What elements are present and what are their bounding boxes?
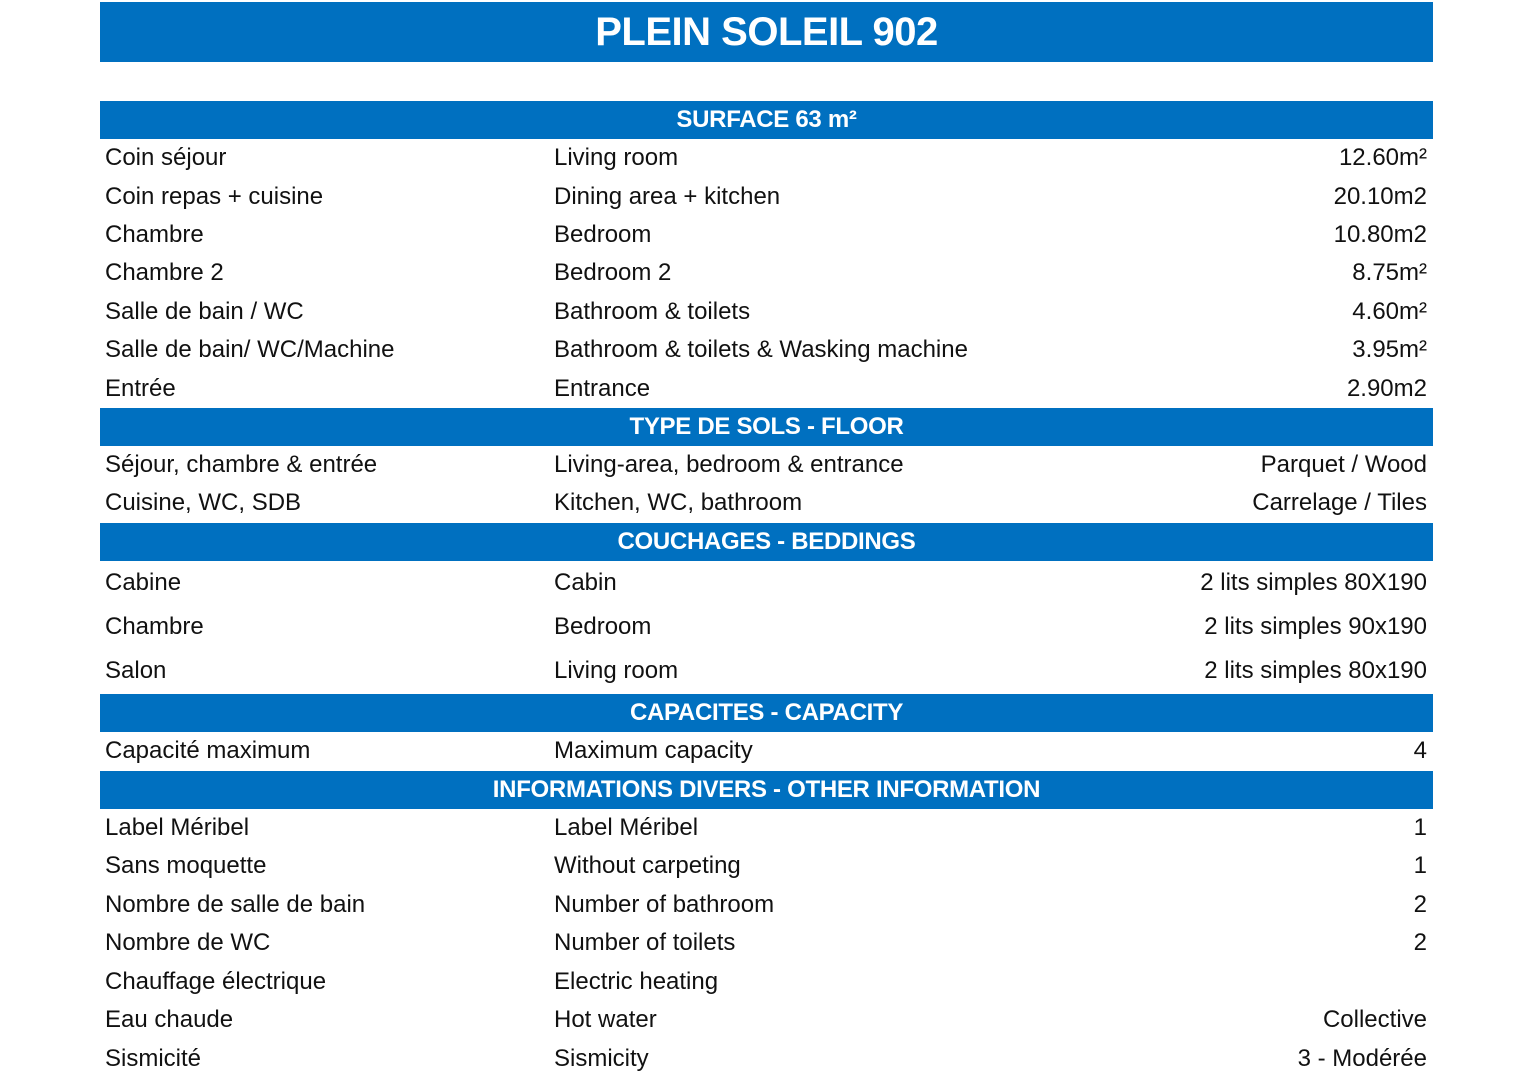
label-en: Living room <box>554 144 679 172</box>
value: 2 <box>1413 890 1427 918</box>
label-en: Number of toilets <box>554 929 736 957</box>
label-fr: Eau chaude <box>105 1006 234 1034</box>
section: CAPACITES - CAPACITY Capacité maximum Maxi… <box>100 693 1433 771</box>
label-en: Hot water <box>554 1006 657 1034</box>
label-en: Bathroom & toilets <box>554 297 751 325</box>
table-row: Label Méribel Label Méribel 1 <box>100 809 1433 848</box>
label-fr: Chambre <box>105 220 204 248</box>
label-fr: Coin séjour <box>105 144 227 172</box>
label-fr: Séjour, chambre & entrée <box>105 450 378 478</box>
value: 2 lits simples 80x190 <box>1204 657 1427 685</box>
value: 10.80m2 <box>1333 220 1427 248</box>
table-row: Chambre 2 Bedroom 2 8.75m² <box>100 254 1433 292</box>
section: SURFACE 63 m² Coin séjour Living room 12.60… <box>100 101 1433 408</box>
label-fr: Salon <box>105 657 167 685</box>
label-en: Cabin <box>554 568 617 596</box>
label-fr: Chambre 2 <box>105 259 224 287</box>
label-en: Bedroom <box>554 220 652 248</box>
label-en: Bedroom 2 <box>554 259 672 287</box>
label-fr: Cuisine, WC, SDB <box>105 489 302 517</box>
table-row: Salle de bain / WC Bathroom & toilets 4.60… <box>100 293 1433 331</box>
label-fr: Chambre <box>105 613 204 641</box>
table-row: Coin repas + cuisine Dining area + kitche… <box>100 177 1433 215</box>
section-header: SURFACE 63 m² <box>100 101 1433 139</box>
label-en: Living-area, bedroom & entrance <box>554 450 904 478</box>
table-row: Entrée Entrance 2.90m2 <box>100 369 1433 407</box>
section: COUCHAGES - BEDDINGS Cabine Cabin 2 lits si… <box>100 522 1433 694</box>
value: 3 - Modérée <box>1297 1044 1427 1072</box>
table-row: Capacité maximum Maximum capacity 4 <box>100 732 1433 771</box>
label-en: Kitchen, WC, bathroom <box>554 489 803 517</box>
value: 4 <box>1413 737 1427 765</box>
value: 8.75m² <box>1352 259 1427 287</box>
table-row: Chambre Bedroom 2 lits simples 90x190 <box>100 605 1433 649</box>
value: Collective <box>1322 1006 1427 1034</box>
label-en: Sismicity <box>554 1044 649 1072</box>
info-sheet: SURFACE 63 m² Coin séjour Living room 12.60… <box>100 101 1433 1078</box>
value: 20.10m2 <box>1333 182 1427 210</box>
page-title: PLEIN SOLEIL 902 <box>100 2 1433 62</box>
table-row: Chauffage électrique Electric heating <box>100 963 1433 1002</box>
label-en: Electric heating <box>554 967 719 995</box>
section-header: INFORMATIONS DIVERS - OTHER INFORMATION <box>100 770 1433 809</box>
label-fr: Nombre de salle de bain <box>105 890 366 918</box>
table-row: Sans moquette Without carpeting 1 <box>100 847 1433 886</box>
label-en: Maximum capacity <box>554 737 753 765</box>
label-fr: Label Méribel <box>105 813 250 841</box>
label-fr: Salle de bain/ WC/Machine <box>105 336 395 364</box>
table-row: Salle de bain/ WC/Machine Bathroom & toil… <box>100 331 1433 369</box>
section-header: CAPACITES - CAPACITY <box>100 693 1433 732</box>
label-en: Dining area + kitchen <box>554 182 781 210</box>
value: Carrelage / Tiles <box>1252 489 1427 517</box>
value: 1 <box>1413 852 1427 880</box>
label-fr: Chauffage électrique <box>105 967 327 995</box>
label-en: Living room <box>554 657 679 685</box>
table-row: Chambre Bedroom 10.80m2 <box>100 216 1433 254</box>
value: 2 <box>1413 929 1427 957</box>
table-row: Nombre de WC Number of toilets 2 <box>100 924 1433 963</box>
table-row: Séjour, chambre & entrée Living-area, bed… <box>100 446 1433 485</box>
label-fr: Entrée <box>105 374 176 402</box>
table-row: Cuisine, WC, SDB Kitchen, WC, bathroom Car… <box>100 484 1433 523</box>
value: 12.60m² <box>1338 144 1427 172</box>
table-row: Cabine Cabin 2 lits simples 80X190 <box>100 561 1433 605</box>
label-en: Label Méribel <box>554 813 699 841</box>
label-en: Without carpeting <box>554 852 741 880</box>
value: Parquet / Wood <box>1260 450 1427 478</box>
label-en: Bedroom <box>554 613 652 641</box>
label-en: Bathroom & toilets & Wasking machine <box>554 336 968 364</box>
label-fr: Sans moquette <box>105 852 267 880</box>
value: 1 <box>1413 813 1427 841</box>
value: 2 lits simples 80X190 <box>1200 568 1427 596</box>
label-fr: Coin repas + cuisine <box>105 182 324 210</box>
label-en: Number of bathroom <box>554 890 775 918</box>
label-fr: Salle de bain / WC <box>105 297 304 325</box>
table-row: Sismicité Sismicity 3 - Modérée <box>100 1040 1433 1079</box>
label-fr: Sismicité <box>105 1044 202 1072</box>
section: TYPE DE SOLS - FLOOR Séjour, chambre & en… <box>100 407 1433 523</box>
label-fr: Nombre de WC <box>105 929 271 957</box>
section: INFORMATIONS DIVERS - OTHER INFORMATION L… <box>100 770 1433 1079</box>
label-en: Entrance <box>554 374 651 402</box>
table-row: Salon Living room 2 lits simples 80x190 <box>100 649 1433 693</box>
table-row: Coin séjour Living room 12.60m² <box>100 139 1433 177</box>
value: 3.95m² <box>1352 336 1427 364</box>
label-fr: Cabine <box>105 568 182 596</box>
table-row: Eau chaude Hot water Collective <box>100 1001 1433 1040</box>
label-fr: Capacité maximum <box>105 737 311 765</box>
value: 2 lits simples 90x190 <box>1204 613 1427 641</box>
table-row: Nombre de salle de bain Number of bathroo… <box>100 886 1433 925</box>
section-header: TYPE DE SOLS - FLOOR <box>100 407 1433 446</box>
value: 2.90m2 <box>1346 374 1427 402</box>
value: 4.60m² <box>1352 297 1427 325</box>
section-header: COUCHAGES - BEDDINGS <box>100 522 1433 561</box>
